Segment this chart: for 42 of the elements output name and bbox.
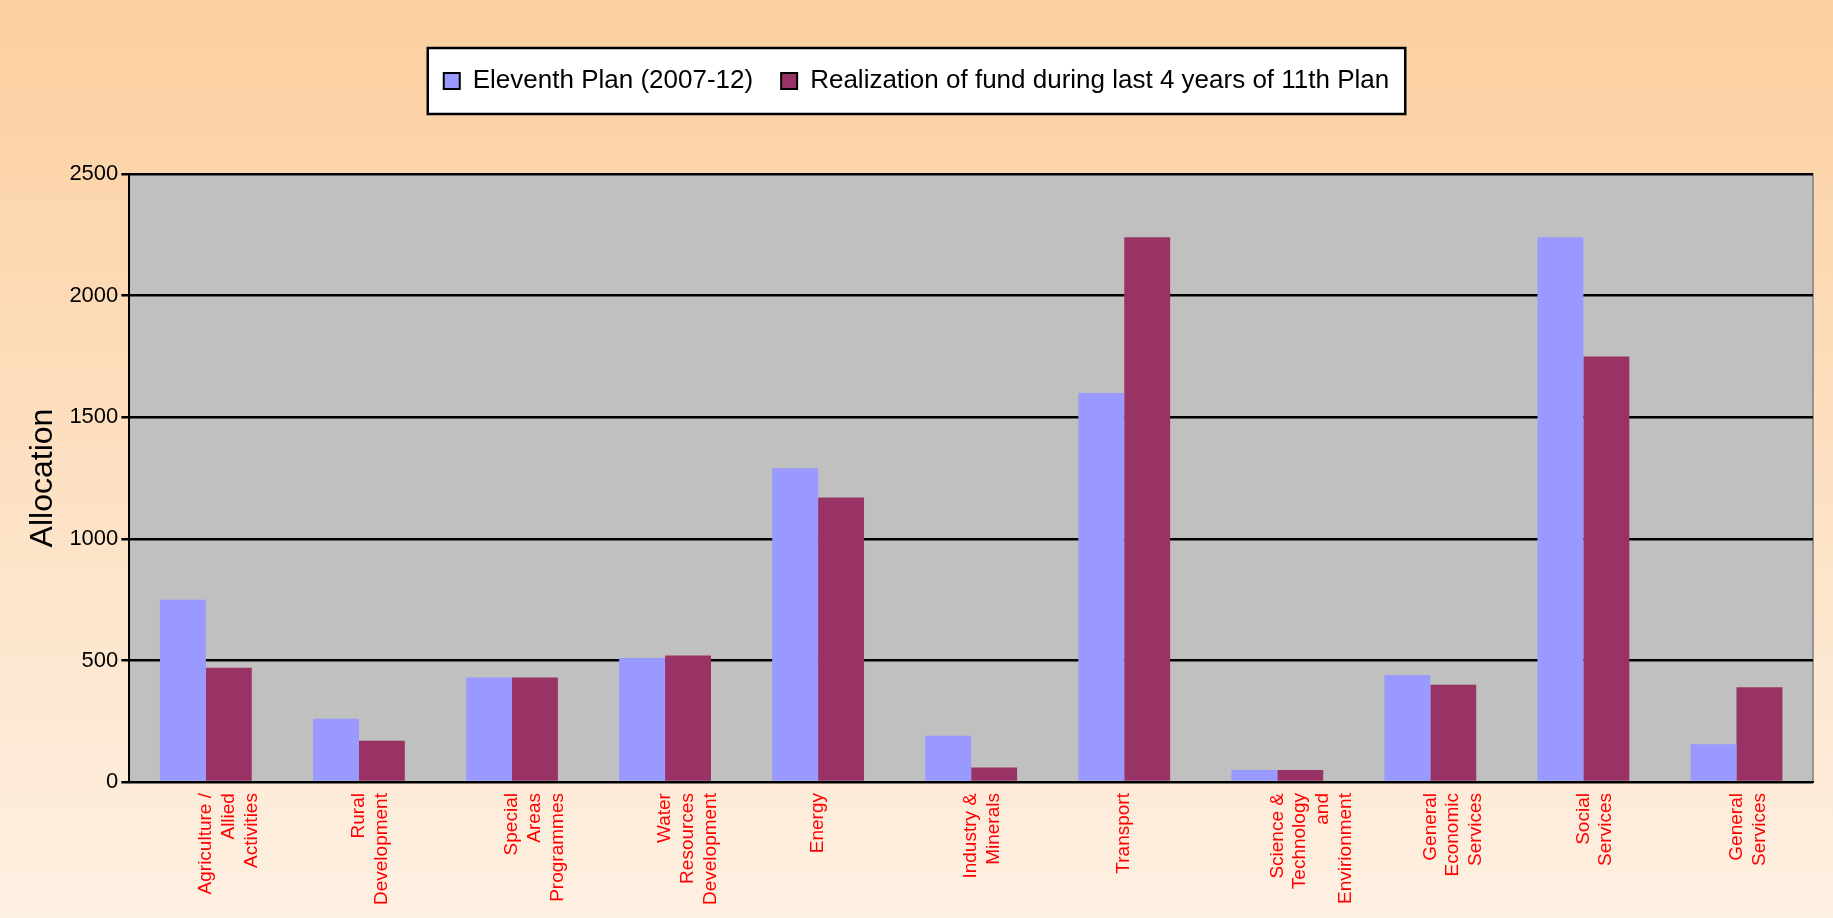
bar bbox=[619, 658, 666, 781]
bar bbox=[1124, 237, 1171, 781]
bar bbox=[1277, 769, 1324, 781]
bar bbox=[665, 655, 711, 781]
y-tick-label: 1000 bbox=[69, 524, 119, 550]
bar bbox=[1430, 684, 1477, 781]
bar bbox=[1231, 769, 1278, 781]
x-tick-label: Rural Development bbox=[347, 792, 391, 905]
bar bbox=[511, 677, 558, 781]
bar bbox=[1078, 392, 1125, 781]
bar bbox=[205, 667, 252, 781]
bar bbox=[818, 497, 865, 781]
y-axis-title: Allocation bbox=[23, 408, 60, 548]
x-tick-label: Water Resources Development bbox=[653, 792, 720, 905]
y-tick-label: 1500 bbox=[69, 403, 119, 429]
bar bbox=[358, 740, 405, 781]
bar bbox=[313, 718, 359, 781]
bar bbox=[466, 677, 512, 781]
bar bbox=[1384, 675, 1431, 781]
x-tick-label: Industry & Minerals bbox=[959, 792, 1004, 879]
bar bbox=[1537, 237, 1584, 781]
bar bbox=[1690, 744, 1737, 781]
y-tick-label: 0 bbox=[106, 768, 119, 794]
x-tick-label: General Services bbox=[1724, 793, 1769, 866]
bar bbox=[772, 468, 819, 781]
legend-label: Realization of fund during last 4 years of 11th Plan bbox=[810, 64, 1390, 95]
bar bbox=[925, 735, 972, 781]
x-tick-label: Transport bbox=[1112, 792, 1134, 874]
x-tick-label: General Economic Services bbox=[1418, 793, 1486, 877]
x-tick-label: Agriculture / Allied Activities bbox=[194, 792, 261, 895]
y-tick-label: 500 bbox=[81, 646, 119, 672]
bar bbox=[1583, 356, 1630, 781]
bar bbox=[159, 599, 206, 781]
bar bbox=[1736, 687, 1783, 781]
x-tick-label: Special Areas Programmes bbox=[500, 793, 567, 902]
x-tick-label: Social Services bbox=[1571, 793, 1616, 866]
x-tick-label: Energy bbox=[806, 792, 828, 854]
y-tick-label: 2500 bbox=[69, 160, 119, 186]
y-tick-label: 2000 bbox=[69, 281, 119, 307]
x-tick-label: Science & Technology and Envirionment bbox=[1265, 792, 1355, 904]
legend-label: Eleventh Plan (2007-12) bbox=[472, 64, 754, 95]
bar bbox=[971, 767, 1018, 781]
